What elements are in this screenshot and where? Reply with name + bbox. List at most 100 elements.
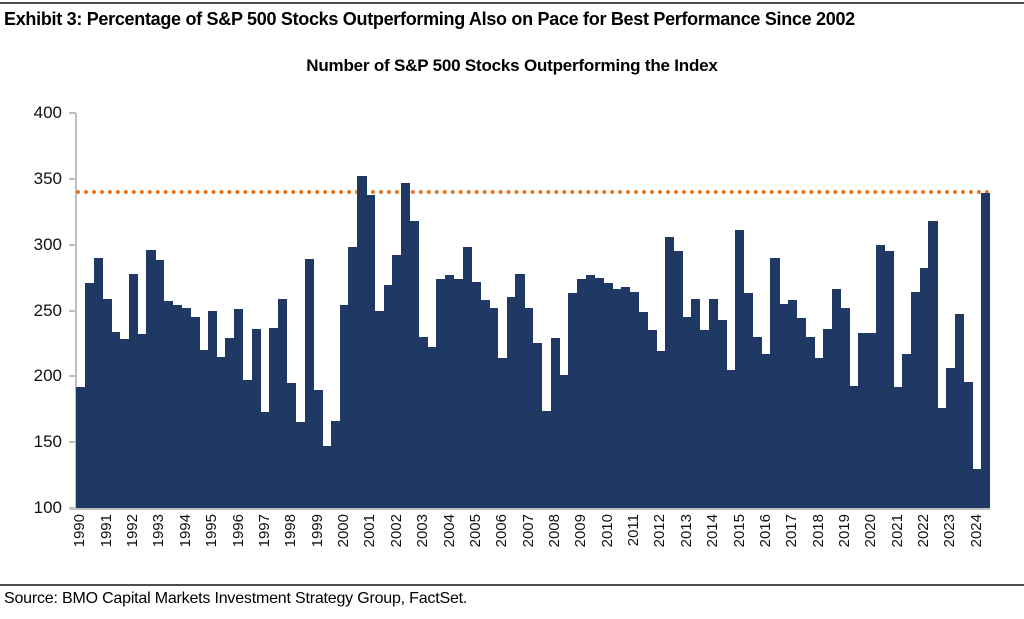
bar: [269, 327, 279, 508]
y-tick-mark: [69, 309, 76, 312]
x-year-label: 2012: [651, 514, 669, 548]
bar: [691, 298, 701, 508]
bar: [743, 293, 754, 508]
bar: [207, 310, 218, 508]
bar: [884, 251, 894, 508]
bar: [629, 292, 639, 508]
bar: [462, 247, 472, 508]
bar: [823, 328, 833, 508]
x-year-label: 2022: [915, 514, 933, 548]
bar: [295, 422, 305, 508]
bar: [84, 282, 95, 508]
x-year-label: 2023: [941, 514, 959, 548]
x-year-label: 2001: [361, 514, 379, 548]
x-year-label: 1999: [308, 514, 326, 548]
bar: [533, 343, 543, 508]
bar: [840, 307, 850, 508]
x-year-label: 2000: [335, 514, 353, 548]
bar: [981, 193, 991, 508]
bar: [761, 353, 771, 508]
bar: [401, 182, 411, 508]
bar: [699, 330, 710, 508]
bar: [682, 317, 692, 508]
bar: [348, 247, 358, 508]
x-year-label: 2003: [414, 514, 432, 548]
bar: [541, 410, 552, 508]
bar: [190, 317, 200, 508]
x-year-label: 2007: [519, 514, 537, 548]
y-tick-label: 250: [33, 300, 62, 320]
x-year-label: 2018: [809, 514, 827, 548]
bar: [814, 357, 824, 508]
bar: [506, 297, 516, 508]
bar: [902, 353, 912, 508]
bar: [163, 301, 174, 508]
bar: [445, 274, 455, 508]
bar: [550, 338, 560, 508]
bar: [708, 298, 719, 508]
bar: [946, 368, 956, 508]
y-tick-mark: [69, 375, 76, 378]
x-year-label: 1994: [176, 514, 194, 548]
x-year-label: 1998: [282, 514, 300, 548]
y-tick-mark: [69, 112, 76, 114]
bar: [102, 298, 112, 508]
bar: [568, 293, 578, 508]
bar: [155, 260, 165, 508]
x-axis-line: [70, 508, 990, 510]
bar: [594, 277, 604, 508]
x-year-label: 1990: [71, 514, 89, 548]
x-year-label: 2013: [677, 514, 695, 548]
bar: [796, 318, 806, 508]
x-year-label: 2016: [756, 514, 774, 548]
bar: [119, 339, 130, 508]
exhibit-title: Exhibit 3: Percentage of S&P 500 Stocks …: [4, 9, 855, 29]
bar: [559, 375, 569, 508]
bar: [286, 382, 297, 508]
bar: [937, 407, 947, 508]
x-year-label: 2015: [730, 514, 748, 548]
bar: [453, 278, 464, 508]
bar: [717, 319, 727, 508]
bar: [383, 285, 393, 508]
y-tick-mark: [69, 177, 76, 180]
x-year-label: 2004: [440, 514, 458, 548]
bar: [972, 468, 982, 508]
reference-line: [76, 190, 990, 194]
bar: [849, 385, 859, 508]
bar: [576, 278, 587, 508]
bar: [181, 307, 191, 508]
bar: [427, 347, 437, 508]
bar: [787, 299, 798, 508]
x-year-label: 2008: [545, 514, 563, 548]
bottom-divider: [0, 584, 1024, 586]
bar: [647, 330, 657, 508]
x-year-label: 2020: [862, 514, 880, 548]
bar: [137, 334, 147, 508]
y-tick-mark: [69, 243, 76, 246]
bar: [146, 249, 156, 508]
y-tick-label: 100: [33, 498, 62, 517]
bar: [673, 251, 683, 508]
bar: [858, 332, 868, 508]
bar: [954, 314, 965, 508]
bar: [726, 369, 736, 508]
bar: [910, 292, 921, 508]
bar: [93, 257, 103, 508]
bar: [585, 274, 595, 508]
x-year-label: 2010: [598, 514, 616, 548]
bar: [928, 220, 938, 508]
y-tick-mark: [69, 441, 76, 444]
x-year-label: 1996: [229, 514, 247, 548]
y-tick-label: 300: [33, 234, 62, 254]
bar: [242, 380, 253, 508]
bar: [515, 273, 525, 508]
chart-title: Number of S&P 500 Stocks Outperforming t…: [306, 56, 718, 75]
bar: [524, 307, 534, 508]
bar: [735, 230, 745, 508]
x-year-label: 2017: [783, 514, 801, 548]
y-tick-label: 400: [33, 103, 62, 122]
x-year-label: 2011: [625, 514, 643, 547]
bar: [216, 356, 226, 508]
x-year-label: 1993: [150, 514, 168, 548]
